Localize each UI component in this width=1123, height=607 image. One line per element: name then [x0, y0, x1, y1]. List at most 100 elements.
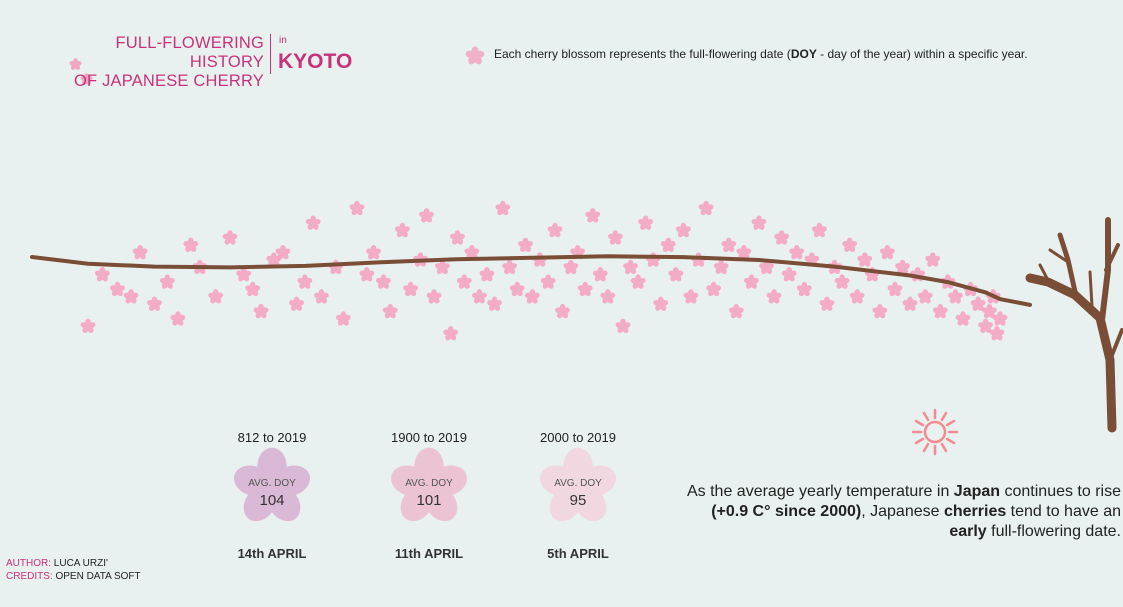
blossom-point	[902, 296, 919, 313]
blossom-point	[924, 252, 941, 268]
blossom-point	[728, 303, 745, 320]
temperature-note: As the average yearly temperature in Jap…	[681, 482, 1121, 542]
blossom-point	[501, 259, 518, 276]
sun-ray	[914, 437, 925, 445]
sun-ray	[922, 411, 930, 422]
blossom-point	[811, 222, 828, 239]
blossom-point	[584, 208, 601, 224]
blossom-point	[509, 281, 526, 298]
stat-label: AVG. DOY	[405, 478, 453, 489]
blossom-point	[132, 244, 149, 261]
author-value: LUCA URZI'	[53, 558, 108, 569]
blossom-point	[788, 244, 805, 261]
blossom-point	[494, 200, 511, 217]
blossom-point	[94, 267, 111, 283]
note-part: As the average yearly temperature in	[686, 483, 954, 500]
blossom-point	[720, 237, 737, 254]
note-bold: cherries	[943, 503, 1007, 520]
sun-ray	[940, 411, 948, 422]
title-separator	[270, 34, 271, 74]
sun-ray	[914, 419, 925, 427]
blossom-point	[358, 267, 375, 283]
legend-text: Each cherry blossom represents the full-…	[494, 47, 1028, 61]
blossom-point	[402, 281, 419, 298]
blossom-point	[954, 311, 971, 327]
legend-suffix: - day of the year) within a specific yea…	[816, 47, 1028, 61]
blossom-point	[834, 274, 851, 291]
blossom-point	[335, 311, 352, 327]
blossom-point	[442, 326, 459, 342]
blossom-point	[554, 303, 571, 320]
note-bold: Japan	[953, 483, 1001, 500]
blossom-point	[471, 289, 488, 305]
blossom-point	[614, 318, 631, 335]
blossom-point	[705, 281, 722, 298]
blossom-point	[781, 267, 798, 283]
title-in: in	[279, 35, 287, 46]
blossom-point	[796, 281, 813, 298]
legend-blossom-icon	[465, 46, 485, 66]
blossom-point	[146, 296, 163, 313]
blossom-point	[871, 303, 888, 320]
blossom-point	[562, 259, 579, 276]
blossom-point	[296, 274, 313, 291]
blossom-point	[743, 274, 760, 291]
blossom-point	[313, 289, 330, 305]
credits-key: CREDITS:	[6, 571, 53, 582]
note-part: continues to rise	[1000, 483, 1121, 500]
stat-date: 5th APRIL	[547, 546, 609, 561]
blossom-point	[886, 281, 903, 298]
blossom-point	[667, 267, 684, 283]
blossom-point	[517, 237, 534, 254]
tree-icon	[1025, 217, 1123, 433]
blossom-point	[988, 326, 1005, 342]
blossom-point	[546, 222, 563, 239]
blossom-point	[235, 267, 252, 283]
credits-value: OPEN DATA SOFT	[55, 571, 141, 582]
blossom-point	[540, 274, 557, 291]
blossom-point	[675, 222, 692, 239]
stat-value: 95	[569, 492, 587, 509]
sun-ray	[922, 442, 930, 453]
blossom-point	[917, 289, 934, 305]
blossom-point	[244, 281, 261, 298]
blossom-point	[382, 303, 399, 320]
blossom-point	[599, 289, 616, 305]
title-line2: OF JAPANESE CHERRY	[73, 72, 264, 90]
blossom-point	[222, 230, 239, 246]
blossom-point	[456, 274, 473, 291]
stat-card-2: 1900 to 2019 AVG. DOY 101 11th APRIL	[364, 430, 494, 561]
stat-card-1: 812 to 2019 AVG. DOY 104 14th APRIL	[207, 430, 337, 561]
blossom-point	[478, 267, 495, 283]
blossom-point	[207, 289, 224, 305]
blossom-point	[637, 215, 654, 232]
blossom-point	[607, 230, 624, 246]
stat-range: 2000 to 2019	[540, 430, 616, 445]
blossom-point	[449, 230, 466, 246]
blossom-point	[253, 303, 270, 320]
stat-date: 11th APRIL	[394, 546, 464, 561]
blossom-point	[365, 244, 382, 261]
blossom-point	[682, 289, 699, 305]
note-part: full-flowering date.	[986, 523, 1121, 540]
blossom-point	[932, 303, 949, 320]
credits: AUTHOR: LUCA URZI' CREDITS: OPEN DATA SO…	[6, 557, 141, 583]
blossom-point	[652, 296, 669, 313]
blossom-point	[773, 230, 790, 246]
trend-line	[30, 254, 1032, 307]
blossom-point	[159, 274, 176, 291]
title-line1: FULL-FLOWERING HISTORY	[115, 34, 264, 71]
legend-prefix: Each cherry blossom represents the full-…	[494, 47, 791, 61]
stat-value: 101	[416, 492, 442, 509]
blossom-point	[818, 296, 835, 313]
blossom-point	[660, 237, 677, 254]
blossom-point	[622, 259, 639, 276]
blossom-point	[690, 252, 707, 268]
blossom-point	[879, 244, 896, 261]
blossom-point	[394, 222, 411, 239]
sun-ray	[945, 437, 956, 445]
blossom-point	[305, 215, 322, 232]
legend-bold: DOY	[790, 47, 817, 61]
title-text: FULL-FLOWERING HISTORY OF JAPANESE CHERR…	[42, 34, 264, 91]
